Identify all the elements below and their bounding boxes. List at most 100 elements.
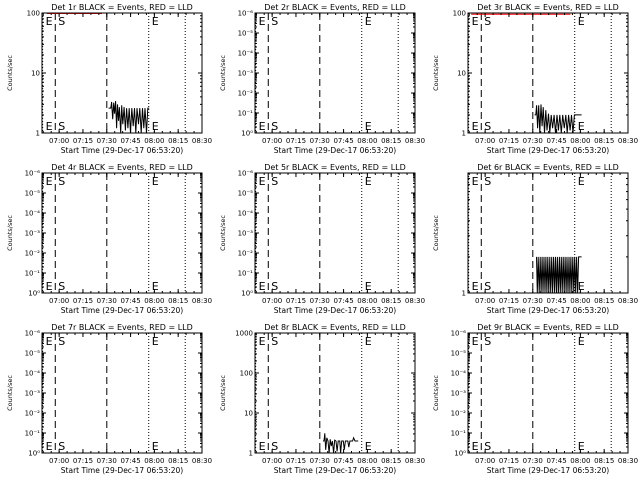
x-tick-label: 07:45 (546, 457, 566, 465)
plot-frame (467, 332, 629, 454)
plot-frame (254, 172, 416, 294)
y-tick-label: 1 (249, 450, 253, 458)
marker-label-bottom: S (484, 120, 491, 133)
x-tick-label: 08:00 (570, 137, 590, 145)
y-tick-label: 10⁻¹ (238, 270, 254, 278)
series-line-1 (108, 101, 150, 134)
y-tick-label: 10⁰ (28, 290, 40, 298)
x-axis-label: Start Time (29-Dec-17 06:53:20) (274, 306, 396, 315)
x-axis-label: Start Time (29-Dec-17 06:53:20) (487, 306, 609, 315)
x-tick-label: 07:45 (120, 457, 140, 465)
chart-title: Det 5r BLACK = Events, RED = LLD (264, 163, 406, 172)
y-axis-label: Counts/sec (6, 55, 14, 91)
marker-label-top: E (152, 175, 159, 188)
marker-label-top: S (58, 335, 65, 348)
marker-label-top: S (58, 175, 65, 188)
x-tick-label: 08:30 (618, 457, 638, 465)
x-tick-label: 08:30 (405, 137, 425, 145)
y-tick-label: 1 (36, 130, 40, 138)
y-axis-label: Counts/sec (219, 375, 227, 411)
marker-label-bottom: E (152, 280, 159, 293)
y-tick-label: 10⁻⁴ (451, 370, 467, 378)
x-tick-label: 07:00 (262, 457, 282, 465)
marker-label-bottom: E (259, 440, 266, 453)
series-line-1 (536, 256, 582, 294)
marker-label-bottom: E (259, 280, 266, 293)
x-axis-label: Start Time (29-Dec-17 06:53:20) (487, 466, 609, 475)
plot-frame (467, 172, 629, 294)
x-tick-label: 07:45 (333, 137, 353, 145)
marker-label-top: E (365, 15, 372, 28)
x-tick-label: 07:00 (262, 137, 282, 145)
marker-label-bottom: E (152, 440, 159, 453)
plot-frame (41, 332, 203, 454)
marker-label-top: E (259, 175, 266, 188)
marker-label-bottom: E (578, 280, 585, 293)
x-tick-label: 08:15 (381, 297, 401, 305)
x-tick-label: 07:30 (97, 457, 117, 465)
x-tick-label: 08:00 (144, 137, 164, 145)
y-tick-label: 100 (240, 370, 253, 378)
y-tick-label: 10⁻⁶ (451, 330, 467, 338)
x-axis-label: Start Time (29-Dec-17 06:53:20) (61, 146, 183, 155)
x-tick-label: 08:15 (594, 137, 614, 145)
x-tick-label: 07:15 (499, 297, 519, 305)
x-tick-label: 07:45 (333, 457, 353, 465)
x-tick-label: 07:00 (475, 297, 495, 305)
x-tick-label: 08:15 (168, 297, 188, 305)
y-axis-label: Counts/sec (432, 215, 440, 251)
y-tick-label: 10⁻¹ (25, 270, 41, 278)
marker-label-bottom: E (152, 120, 159, 133)
x-tick-label: 07:45 (546, 297, 566, 305)
y-axis-label: Counts/sec (6, 375, 14, 411)
y-tick-label: 10⁻¹ (25, 430, 41, 438)
chart-title: Det 4r BLACK = Events, RED = LLD (51, 163, 193, 172)
marker-label-bottom: E (46, 120, 53, 133)
x-tick-label: 07:30 (523, 137, 543, 145)
y-axis-label: Counts/sec (432, 375, 440, 411)
y-tick-label: 10⁻⁴ (238, 210, 254, 218)
chart-title: Det 1r BLACK = Events, RED = LLD (51, 3, 193, 12)
marker-label-bottom: S (58, 440, 65, 453)
y-tick-label: 10⁰ (241, 130, 253, 138)
x-axis-label: Start Time (29-Dec-17 06:53:20) (61, 306, 183, 315)
x-tick-label: 07:45 (546, 137, 566, 145)
marker-label-bottom: S (58, 280, 65, 293)
y-tick-label: 100 (27, 10, 40, 18)
x-tick-label: 08:30 (192, 457, 212, 465)
y-tick-label: 10⁻⁵ (25, 190, 41, 198)
x-axis-label: Start Time (29-Dec-17 06:53:20) (274, 146, 396, 155)
x-tick-label: 08:00 (357, 457, 377, 465)
chart-panel-5: Det 5r BLACK = Events, RED = LLD Counts/s… (219, 163, 425, 315)
y-tick-label: 10⁻³ (25, 230, 41, 238)
chart-panel-9: Det 9r BLACK = Events, RED = LLD Counts/s… (432, 323, 638, 475)
y-tick-label: 10⁰ (28, 450, 40, 458)
marker-label-bottom: E (259, 120, 266, 133)
y-tick-label: 10⁻² (451, 410, 467, 418)
y-tick-label: 10⁻⁵ (451, 350, 467, 358)
marker-label-top: E (578, 335, 585, 348)
x-tick-label: 07:15 (73, 137, 93, 145)
x-tick-label: 07:45 (120, 297, 140, 305)
x-tick-label: 07:00 (49, 137, 69, 145)
marker-label-bottom: S (271, 120, 278, 133)
x-tick-label: 08:00 (357, 297, 377, 305)
y-tick-label: 10⁻³ (451, 390, 467, 398)
chart-title: Det 7r BLACK = Events, RED = LLD (51, 323, 193, 332)
chart-panel-4: Det 4r BLACK = Events, RED = LLD Counts/s… (6, 163, 212, 315)
marker-label-top: S (484, 335, 491, 348)
y-axis-label: Counts/sec (6, 215, 14, 251)
marker-label-top: E (46, 335, 53, 348)
y-tick-label: 10⁰ (241, 290, 253, 298)
x-tick-label: 08:15 (168, 457, 188, 465)
y-tick-label: 100 (453, 10, 466, 18)
x-tick-label: 07:00 (475, 457, 495, 465)
y-tick-label: 10⁻⁶ (25, 170, 41, 178)
x-tick-label: 08:15 (594, 457, 614, 465)
y-tick-label: 1 (462, 130, 466, 138)
chart-title: Det 2r BLACK = Events, RED = LLD (264, 3, 406, 12)
y-tick-label: 10⁻¹ (451, 430, 467, 438)
plot-frame (254, 12, 416, 134)
x-tick-label: 08:30 (618, 137, 638, 145)
